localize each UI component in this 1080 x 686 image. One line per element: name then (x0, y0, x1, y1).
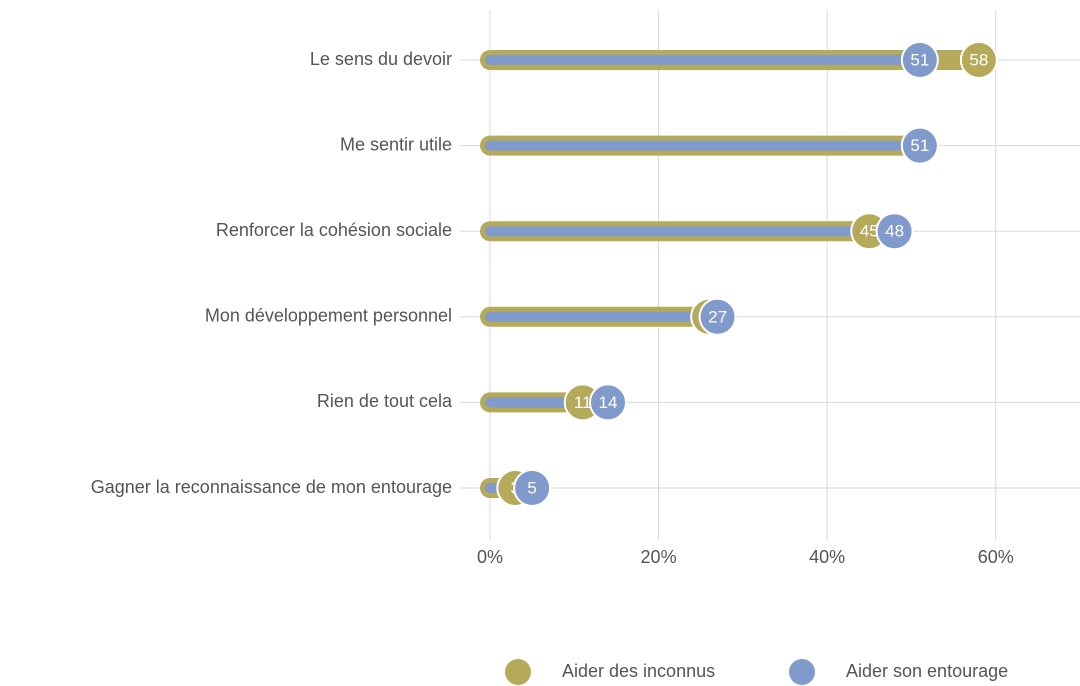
category-label: Gagner la reconnaissance de mon entourag… (91, 477, 452, 497)
x-tick-label: 20% (641, 547, 677, 567)
x-tick-label: 60% (978, 547, 1014, 567)
data-label: 14 (599, 393, 618, 412)
dot (875, 212, 914, 251)
x-tick-label: 0% (477, 547, 503, 567)
data-label: 27 (708, 307, 727, 326)
dot (900, 41, 939, 79)
legend-swatch (505, 659, 531, 685)
dot (900, 126, 939, 165)
data-label: 58 (969, 50, 988, 69)
data-label: 11 (574, 393, 592, 412)
dot (513, 469, 552, 507)
legend-swatch (789, 659, 815, 685)
data-label: 48 (885, 222, 904, 241)
x-tick-label: 40% (809, 547, 845, 567)
category-label: Rien de tout cela (317, 391, 453, 411)
category-label: Le sens du devoir (310, 49, 452, 69)
legend-label: Aider des inconnus (562, 661, 715, 681)
data-label: 51 (910, 50, 929, 69)
dot (959, 41, 998, 79)
legend-label: Aider son entourage (846, 661, 1008, 681)
data-label: 5 (527, 478, 536, 497)
data-label: 51 (910, 136, 929, 155)
category-label: Me sentir utile (340, 134, 452, 154)
category-label: Renforcer la cohésion sociale (216, 220, 452, 240)
data-label: 45 (860, 222, 879, 241)
category-label: Mon développement personnel (205, 306, 452, 326)
dot (589, 383, 627, 422)
dot (698, 297, 737, 336)
